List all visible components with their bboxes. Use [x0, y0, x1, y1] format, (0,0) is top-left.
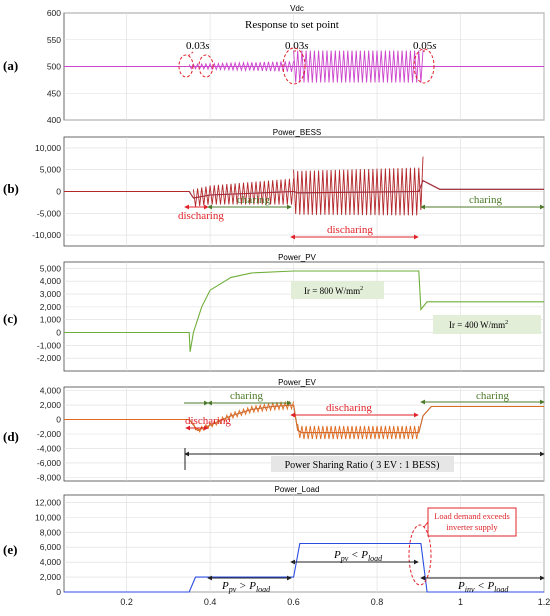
marker-ellipse-1	[178, 54, 194, 78]
time-label-2: 0.03s	[285, 40, 309, 52]
y-tick-label: -2,000	[37, 353, 61, 363]
x-tick-label: 1	[458, 597, 463, 607]
oscillation-trace	[293, 50, 424, 83]
oscillation-trace	[192, 178, 295, 207]
marker-ellipse-2	[198, 54, 214, 78]
title-power-load: Power_Load	[275, 485, 320, 494]
y-tick-label: 0	[56, 328, 61, 338]
x-tick-label: 0.6	[287, 597, 300, 607]
y-tick-label: 10,000	[35, 512, 61, 522]
panel-b-annotations: (b) Power_BESS discharing charing discha…	[3, 128, 545, 240]
panel-e-annotations: (e) Power_Load Load demand exceeds inver…	[3, 485, 545, 594]
irradiance-label-1: Ir = 800 W/mm2	[304, 286, 363, 296]
y-tick-label: 0	[56, 415, 61, 425]
panel-a: 400 450 500 550 600	[47, 8, 545, 125]
marker-ellipse-3	[282, 47, 306, 85]
x-tick-label: 1.2	[538, 597, 550, 607]
y-tick-label: -1,000	[37, 340, 61, 350]
y-tick-label: 1,000	[40, 315, 62, 325]
irradiance-box-2	[433, 315, 541, 334]
y-tick-label: 6,000	[40, 542, 62, 552]
panel-d-annotations: (d) Power_EV charing discharing dischari…	[3, 378, 545, 472]
y-tick-label: 2,000	[40, 400, 62, 410]
y-tick-label: 10,000	[35, 143, 61, 153]
irradiance-box-1	[291, 281, 384, 299]
load-demand-line-2: inverter supply	[446, 522, 498, 532]
y-tick-label: 4,000	[40, 386, 62, 396]
panel-label-c: (c)	[3, 311, 17, 326]
load-demand-box	[427, 507, 517, 537]
y-tick-label: 12,000	[35, 497, 61, 507]
title-power-ev: Power_EV	[278, 378, 316, 387]
y-tick-label: 8,000	[40, 527, 62, 537]
sharing-ratio-box	[271, 456, 454, 472]
y-tick-label: 4,000	[40, 557, 62, 567]
y-tick-label: 400	[47, 115, 61, 125]
marker-ellipse-4	[413, 48, 435, 84]
y-tick-label: -5,000	[37, 208, 61, 218]
label-charging-b2: charing	[469, 194, 502, 206]
y-tick-label: 0	[56, 587, 61, 597]
y-tick-label: -8,000	[37, 472, 61, 482]
oscillation-trace	[297, 423, 420, 440]
load-demand-line-1: Load demand exceeds	[434, 511, 510, 521]
time-label-1: 0.03s	[186, 40, 210, 52]
y-tick-label: 5,000	[40, 165, 62, 175]
label-pinv-lt-pload: Pinv < Pload	[457, 580, 509, 594]
x-tick-label: 0.8	[371, 597, 384, 607]
label-charging-d2: charing	[476, 390, 509, 402]
y-tick-label: 0	[56, 187, 61, 197]
oscillation-trace	[293, 156, 424, 216]
label-ppv-lt-pload: Ppv < Pload	[333, 549, 383, 563]
panel-a-annotations: (a) Vdc Response to set point 0.03s 0.03…	[3, 4, 437, 85]
y-tick-label: 550	[47, 35, 61, 45]
label-discharging-d2: discharing	[326, 402, 372, 414]
y-tick-label: 4,000	[40, 276, 62, 286]
irradiance-label-2: Ir = 400 W/mm2	[449, 320, 508, 330]
panel-b: -10,000 -5,000 0 5,000 10,000	[32, 136, 545, 247]
y-tick-label: -4,000	[37, 443, 61, 453]
panel-c-annotations: (c) Power_PV Ir = 800 W/mm2 Ir = 400 W/m…	[3, 253, 541, 334]
panel-label-d: (d)	[3, 429, 19, 444]
load-demand-ellipse	[408, 524, 432, 586]
time-label-3: 0.05s	[413, 40, 437, 52]
label-discharging-b1: discharing	[178, 210, 224, 222]
oscillation-trace	[188, 60, 295, 73]
y-tick-label: 5,000	[40, 263, 62, 273]
x-tick-label: 0.4	[204, 597, 217, 607]
title-power-bess: Power_BESS	[273, 128, 321, 137]
x-tick-label: 0.2	[120, 597, 133, 607]
label-charging-d1: charing	[230, 390, 263, 402]
panel-label-a: (a)	[3, 58, 18, 73]
y-tick-label: 3,000	[40, 289, 62, 299]
y-tick-label: 450	[47, 88, 61, 98]
y-tick-label: -10,000	[32, 230, 61, 240]
panel-label-b: (b)	[3, 181, 19, 196]
label-discharging-b2: discharing	[327, 224, 373, 236]
y-tick-label: -2,000	[37, 429, 61, 439]
label-discharging-d1: discharing	[185, 415, 231, 427]
title-vdc: Vdc	[290, 4, 304, 13]
y-tick-label: -6,000	[37, 458, 61, 468]
y-tick-label: 2,000	[40, 302, 62, 312]
label-charging-b1: charing	[237, 194, 270, 206]
series-line	[64, 179, 544, 199]
label-ppv-gt-pload: Ppv > Pload	[221, 580, 271, 594]
y-tick-label: 500	[47, 62, 61, 72]
y-tick-label: 2,000	[40, 572, 62, 582]
sharing-ratio-label: Power Sharing Ratio ( 3 EV : 1 BESS)	[285, 460, 440, 471]
panel-label-e: (e)	[3, 542, 17, 557]
y-tick-label: 600	[47, 8, 61, 18]
series-line	[64, 270, 544, 352]
subtitle-response: Response to set point	[245, 19, 339, 31]
title-power-pv: Power_PV	[278, 253, 316, 262]
